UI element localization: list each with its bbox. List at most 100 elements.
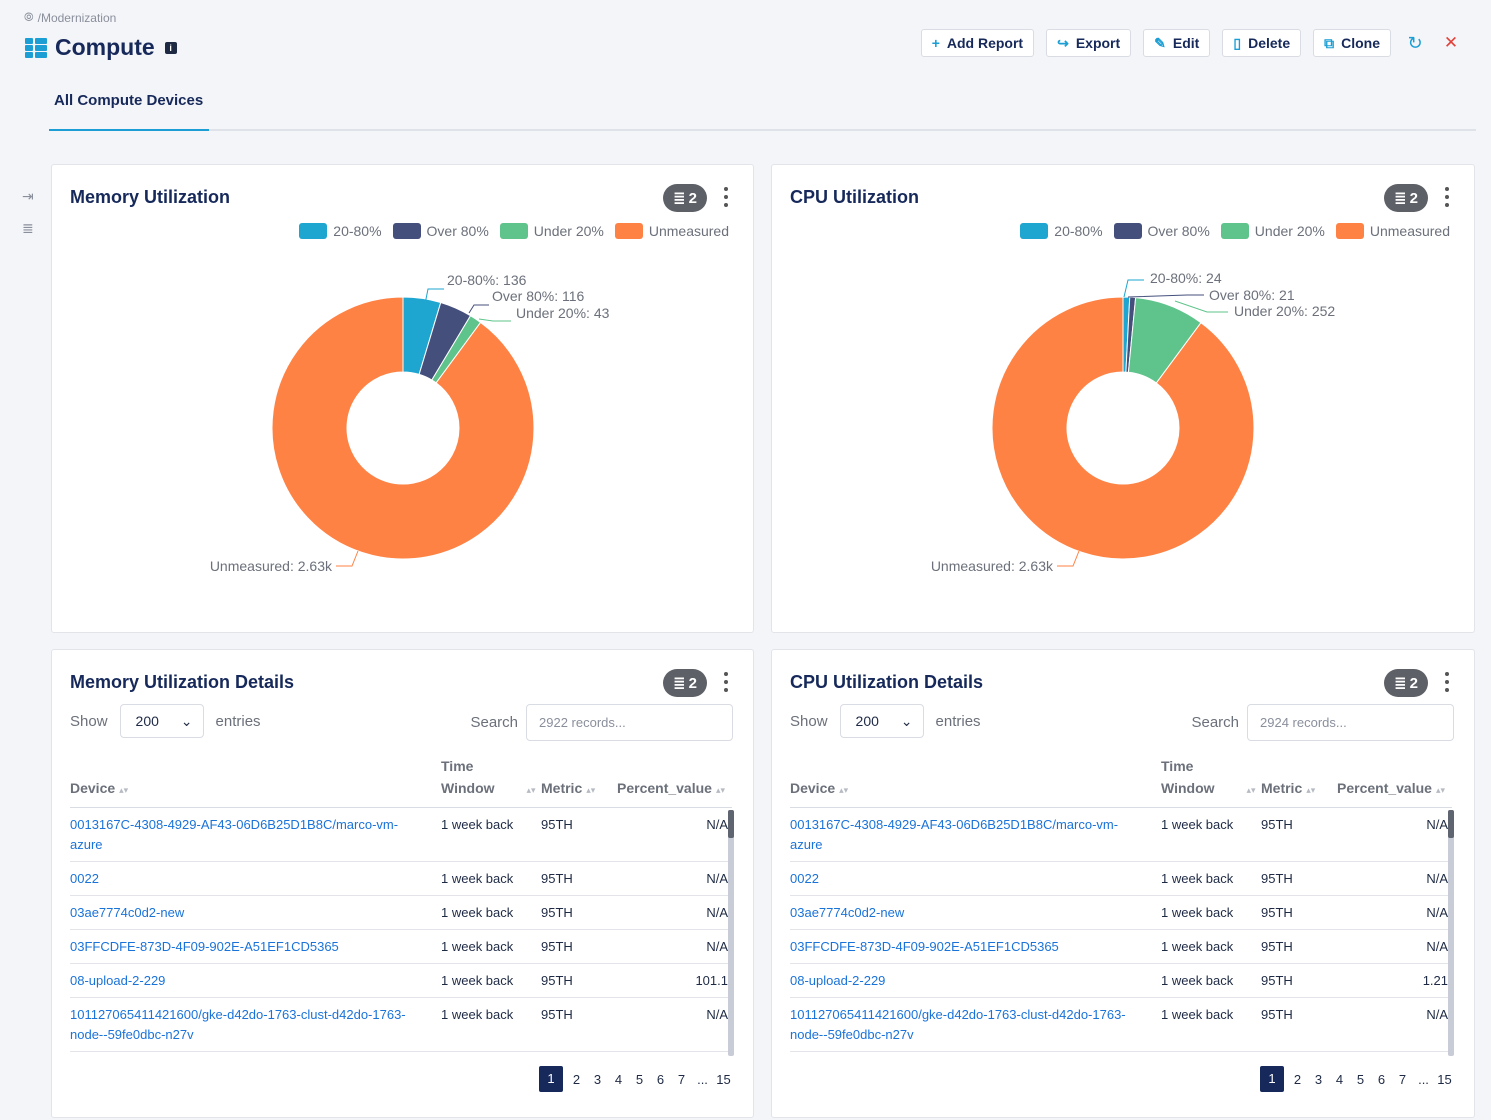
legend-item[interactable]: Over 80% [392,223,489,239]
metric-cell: 95TH [541,1007,573,1022]
add-report-label: Add Report [946,35,1024,51]
device-link[interactable]: 0013167C-4308-4929-AF43-06D6B25D1B8C/mar… [70,817,399,852]
refresh-icon[interactable]: ↻ [1407,32,1423,53]
page-button[interactable]: 5 [1356,1071,1365,1087]
table-row[interactable]: 0013167C-4308-4929-AF43-06D6B25D1B8C/mar… [790,808,1452,862]
search-input[interactable]: 2924 records... [1247,704,1454,741]
table-row[interactable]: 08-upload-2-229 1 week back 95TH 1.21 [790,964,1452,998]
breadcrumb[interactable]: ⦾ /Modernization [24,10,116,25]
more-menu-icon[interactable] [1444,672,1450,692]
page-button[interactable]: 4 [1335,1071,1344,1087]
device-link[interactable]: 03FFCDFE-873D-4F09-902E-A51EF1CD5365 [790,939,1059,954]
slice-label: 20-80%: 24 [1150,270,1222,286]
table-row[interactable]: 03FFCDFE-873D-4F09-902E-A51EF1CD5365 1 we… [70,930,732,964]
table-row[interactable]: 101127065411421600/gke-d42do-1763-clust-… [790,998,1452,1052]
device-link[interactable]: 101258521487704286/gke-d42do-1763-clust-… [790,1052,1150,1056]
more-menu-icon[interactable] [723,672,729,692]
legend-item[interactable]: Under 20% [499,223,604,239]
more-menu-icon[interactable] [723,187,729,207]
device-link[interactable]: 03FFCDFE-873D-4F09-902E-A51EF1CD5365 [70,939,339,954]
clone-label: Clone [1341,35,1380,51]
page-button[interactable]: 15 [716,1071,731,1087]
edit-button[interactable]: ✎ Edit [1143,29,1211,57]
page-button[interactable]: 1 [539,1066,563,1092]
column-header-device[interactable]: Device ▴▾ [70,780,129,796]
export-button[interactable]: ↪ Export [1046,29,1132,57]
page-button[interactable]: 6 [656,1071,665,1087]
legend-item[interactable]: Over 80% [1113,223,1210,239]
filter-badge[interactable]: ≣ 2 [663,669,707,697]
filter-badge[interactable]: ≣ 2 [1384,184,1428,212]
legend-item[interactable]: Under 20% [1220,223,1325,239]
table-row[interactable]: 0022 1 week back 95TH N/A [790,862,1452,896]
page-button[interactable]: 15 [1437,1071,1452,1087]
more-menu-icon[interactable] [1444,187,1450,207]
device-link[interactable]: 0013167C-4308-4929-AF43-06D6B25D1B8C/mar… [790,817,1119,852]
leader-line [1174,300,1228,313]
filter-badge[interactable]: ≣ 2 [1384,669,1428,697]
device-link[interactable]: 0022 [790,871,819,886]
column-header-percent-value[interactable]: Percent_value ▴▾ [1337,780,1445,796]
metric-cell: 95TH [541,871,573,886]
device-link[interactable]: 08-upload-2-229 [790,973,886,988]
scrollbar-track[interactable] [728,810,734,1056]
table-row[interactable]: 03FFCDFE-873D-4F09-902E-A51EF1CD5365 1 we… [790,930,1452,964]
export-icon: ↪ [1057,34,1069,51]
page-button[interactable]: 4 [614,1071,623,1087]
page-button[interactable]: 2 [572,1071,581,1087]
legend-item[interactable]: Unmeasured [614,223,729,239]
legend-item[interactable]: 20-80% [1020,223,1103,239]
column-header-percent-value[interactable]: Percent_value ▴▾ [617,780,725,796]
page-button[interactable]: 6 [1377,1071,1386,1087]
delete-button[interactable]: ▯ Delete [1222,29,1302,57]
device-link[interactable]: 101258521487704286/gke-d42do-1763-clust-… [70,1052,430,1056]
page-button[interactable]: 3 [593,1071,602,1087]
expand-sidebar-icon[interactable]: ⇥ [22,188,34,204]
legend-item[interactable]: Unmeasured [1335,223,1450,239]
memory-utilization-panel: Memory Utilization ≣ 2 20-80% Over 80% Un… [51,164,754,633]
page-button[interactable]: 3 [1314,1071,1323,1087]
table-row[interactable]: 08-upload-2-229 1 week back 95TH 101.1 [70,964,732,998]
filter-icon[interactable]: ≣ [22,220,34,236]
device-link[interactable]: 0022 [70,871,99,886]
table-row[interactable]: 101258521487704286/gke-d42do-1763-clust-… [790,1052,1452,1056]
device-link[interactable]: 101127065411421600/gke-d42do-1763-clust-… [790,1007,1126,1042]
page-button[interactable]: 7 [1398,1071,1407,1087]
entries-select[interactable]: 200 ⌄ [839,704,924,738]
device-link[interactable]: 03ae7774c0d2-new [790,905,905,920]
entries-select[interactable]: 200 ⌄ [119,704,204,738]
add-report-button[interactable]: + Add Report [920,29,1035,57]
cpu-utilization-panel: CPU Utilization ≣ 2 20-80% Over 80% Under… [771,164,1475,633]
page-button[interactable]: 1 [1260,1066,1284,1092]
column-header-time-window[interactable]: Time Window ▴▾ [1161,758,1256,796]
table-row[interactable]: 101127065411421600/gke-d42do-1763-clust-… [70,998,732,1052]
device-link[interactable]: 03ae7774c0d2-new [70,905,185,920]
table-row[interactable]: 0013167C-4308-4929-AF43-06D6B25D1B8C/mar… [70,808,732,862]
column-header-device[interactable]: Device ▴▾ [790,780,849,796]
column-header-metric[interactable]: Metric ▴▾ [541,780,596,796]
device-link[interactable]: 101127065411421600/gke-d42do-1763-clust-… [70,1007,406,1042]
device-link[interactable]: 08-upload-2-229 [70,973,166,988]
page-button[interactable]: 5 [635,1071,644,1087]
legend-item[interactable]: 20-80% [299,223,382,239]
column-header-metric[interactable]: Metric ▴▾ [1261,780,1316,796]
tab-all-compute-devices[interactable]: All Compute Devices [49,80,209,131]
column-header-time-window[interactable]: Time Window ▴▾ [441,758,536,796]
page-button[interactable]: 2 [1293,1071,1302,1087]
page-button[interactable]: 7 [677,1071,686,1087]
filter-badge[interactable]: ≣ 2 [663,184,707,212]
info-icon[interactable]: i [164,41,177,54]
table-row[interactable]: 03ae7774c0d2-new 1 week back 95TH N/A [70,896,732,930]
scrollbar-track[interactable] [1448,810,1454,1056]
time-window-cell: 1 week back [441,905,514,920]
clone-button[interactable]: ⧉ Clone [1313,29,1391,57]
table-row[interactable]: 03ae7774c0d2-new 1 week back 95TH N/A [790,896,1452,930]
close-icon[interactable]: ✕ [1443,33,1459,52]
metric-cell: 95TH [1261,817,1293,832]
scrollbar-thumb[interactable] [1448,810,1454,838]
leader-line [1123,279,1144,298]
table-row[interactable]: 101258521487704286/gke-d42do-1763-clust-… [70,1052,732,1056]
table-row[interactable]: 0022 1 week back 95TH N/A [70,862,732,896]
scrollbar-thumb[interactable] [728,810,734,838]
search-input[interactable]: 2922 records... [526,704,733,741]
